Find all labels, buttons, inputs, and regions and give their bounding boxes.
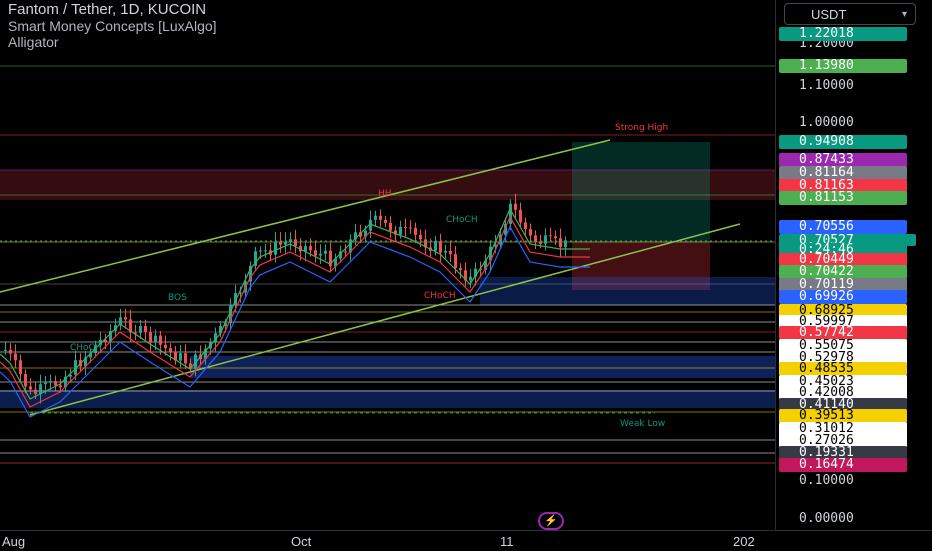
candle-body: [264, 250, 267, 251]
price-badge: 0.94908: [779, 135, 907, 149]
currency-button[interactable]: USDT ▾: [784, 3, 916, 25]
candle-body: [144, 326, 147, 332]
candle-body: [294, 239, 297, 246]
price-badge: 0.70556: [779, 220, 907, 234]
time-label-11: 11: [500, 534, 514, 549]
candle-body: [44, 383, 47, 385]
candle-body: [309, 246, 312, 250]
candle-body: [419, 235, 422, 240]
candle-body: [399, 227, 402, 235]
candle-body: [124, 317, 127, 319]
candle-body: [409, 228, 412, 229]
candle-body: [139, 326, 142, 333]
candle-body: [434, 241, 437, 251]
candle-body: [539, 242, 542, 244]
demand-zone-upper: [480, 277, 775, 305]
time-label-year: 202: [733, 534, 755, 549]
candle-body: [284, 242, 287, 245]
price-axis[interactable]: USDT ▾ 1.20000 1.10000 1.00000 0.10000 0.000…: [775, 0, 932, 530]
candle-body: [379, 216, 382, 220]
weak-low-label: Weak Low: [620, 419, 665, 429]
price-badge: 1.22018: [779, 27, 907, 41]
candle-body: [39, 384, 42, 394]
candle-body: [384, 220, 387, 223]
candle-body: [164, 345, 167, 348]
candle-body: [19, 360, 22, 374]
time-label-aug: Aug: [2, 534, 25, 549]
chevron-down-icon: ▾: [902, 4, 907, 26]
price-badge: 1.13980: [779, 59, 907, 73]
candle-body: [34, 389, 37, 393]
demand-zone-mid: [190, 356, 775, 378]
candle-body: [319, 254, 322, 256]
candle-body: [279, 242, 282, 245]
candle-body: [414, 228, 417, 235]
candle-body: [389, 223, 392, 231]
candle-body: [149, 332, 152, 343]
candle-body: [59, 385, 62, 387]
choch-label: CHoCH: [446, 215, 478, 225]
price-tick: 1.10000: [799, 79, 854, 93]
candle-body: [4, 350, 7, 351]
lightning-icon[interactable]: ⚡: [538, 512, 564, 530]
price-tick: 1.00000: [799, 116, 854, 130]
indicator-smc[interactable]: Smart Money Concepts [LuxAlgo]: [8, 18, 217, 34]
candle-body: [449, 251, 452, 254]
candle-body: [14, 354, 17, 361]
candle-body: [184, 353, 187, 363]
demand-zone-lower: [0, 390, 775, 408]
candle-body: [274, 242, 277, 255]
choch-label: CHoCH: [70, 343, 102, 353]
candle-body: [29, 386, 32, 389]
candle-body: [559, 238, 562, 247]
symbol-title[interactable]: Fantom / Tether, 1D, KUCOIN: [8, 2, 217, 18]
candle-body: [514, 204, 517, 210]
candle-body: [529, 229, 532, 236]
currency-label: USDT: [811, 7, 846, 22]
chart-legend: Fantom / Tether, 1D, KUCOIN Smart Money …: [8, 2, 217, 50]
candle-body: [459, 268, 462, 270]
candle-body: [154, 336, 157, 343]
candle-body: [49, 381, 52, 383]
candle-body: [344, 251, 347, 252]
candle-body: [54, 381, 57, 385]
candle-body: [444, 251, 447, 253]
candle-body: [159, 336, 162, 345]
chart-drawing[interactable]: Strong High Weak Low BOS CHoCH CHoCH CHoCH HH: [0, 0, 775, 530]
candle-body: [469, 277, 472, 281]
candle-body: [324, 251, 327, 254]
candle-body: [24, 374, 27, 386]
channel-lower-line: [30, 224, 740, 415]
candle-body: [314, 250, 317, 255]
price-badge: 0.69926: [779, 290, 907, 304]
candle-body: [554, 236, 557, 238]
candle-body: [404, 227, 407, 228]
candle-body: [259, 251, 262, 252]
bos-label: BOS: [168, 293, 187, 303]
candle-body: [544, 235, 547, 243]
hh-label: HH: [378, 189, 392, 199]
candle-body: [519, 210, 522, 222]
candle-body: [439, 241, 442, 252]
candle-body: [374, 216, 377, 220]
candle-body: [454, 254, 457, 268]
candle-body: [179, 353, 182, 360]
price-tick: 0.10000: [799, 474, 854, 488]
time-label-oct: Oct: [291, 534, 311, 549]
chart-canvas[interactable]: Strong High Weak Low BOS CHoCH CHoCH CHoCH HH …: [0, 0, 775, 530]
indicator-alligator[interactable]: Alligator: [8, 34, 217, 50]
candle-body: [524, 222, 527, 229]
price-badge: 0.81153: [779, 191, 907, 205]
candle-body: [9, 350, 12, 354]
strong-high-label: Strong High: [615, 123, 668, 133]
candle-body: [169, 348, 172, 351]
target-zone: [572, 142, 710, 242]
time-axis[interactable]: Aug Oct 11 202: [0, 530, 932, 551]
price-badge: 0.16474: [779, 458, 907, 472]
choch-label: CHoCH: [424, 291, 456, 301]
price-tick: 0.00000: [799, 512, 854, 526]
candle-body: [549, 235, 552, 236]
